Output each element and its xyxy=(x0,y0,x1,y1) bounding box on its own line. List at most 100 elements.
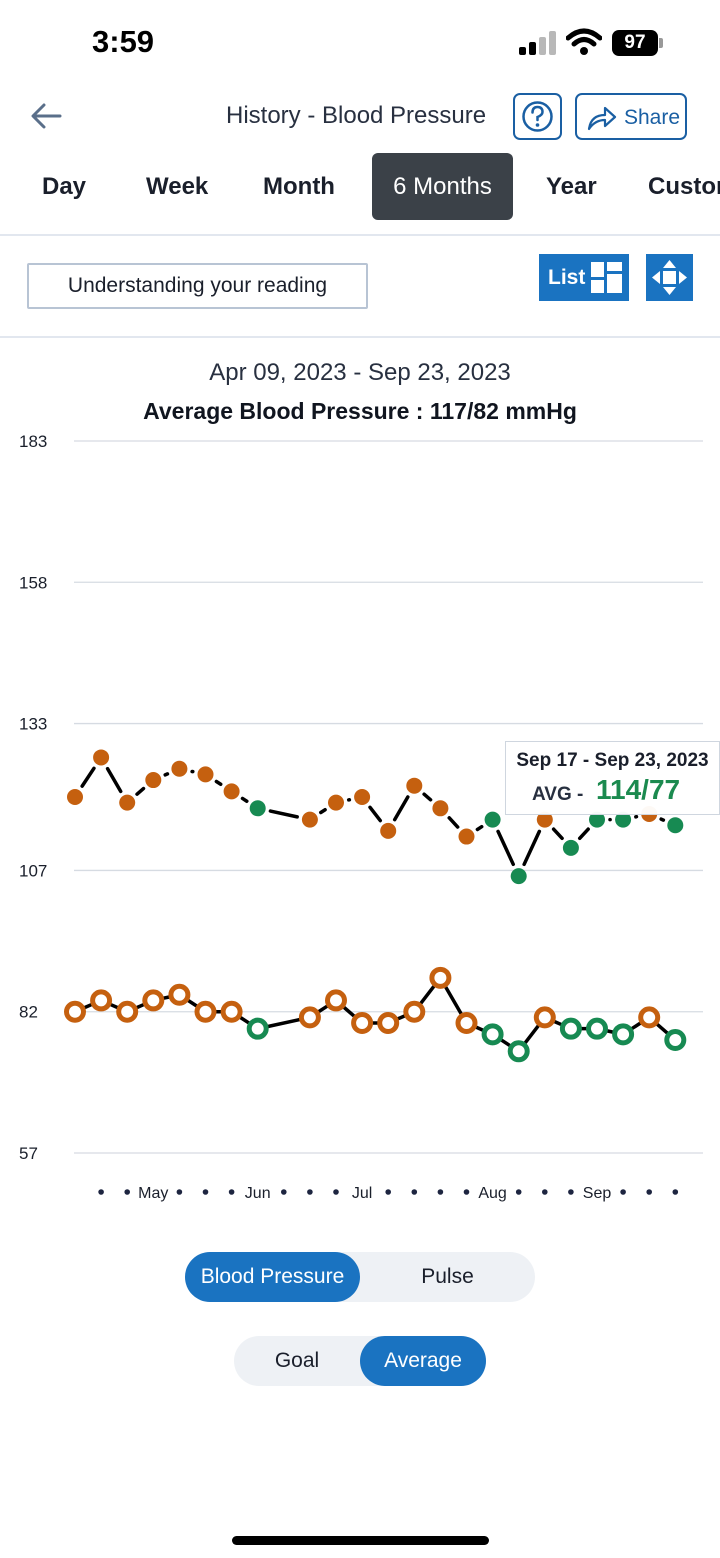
series-line-segment xyxy=(392,795,410,822)
series-line-segment xyxy=(135,1003,145,1010)
understanding-reading-button[interactable]: Understanding your reading xyxy=(27,263,368,309)
blood-pressure-option[interactable]: Blood Pressure xyxy=(185,1252,360,1302)
series-line-segment xyxy=(422,792,433,802)
series-line-segment xyxy=(83,1003,93,1010)
series-line-segment xyxy=(496,829,515,867)
x-tick-label: Jun xyxy=(245,1185,271,1202)
tooltip-value: 114/77 xyxy=(596,774,681,805)
y-tick-label: 133 xyxy=(19,715,47,734)
tooltip-date: Sep 17 - Sep 23, 2023 xyxy=(516,750,709,771)
help-button[interactable] xyxy=(513,93,562,140)
tooltip-avg-label: AVG - xyxy=(532,784,584,805)
goal-option[interactable]: Goal xyxy=(274,1349,320,1372)
series-line-segment xyxy=(523,1024,540,1045)
x-axis-dot xyxy=(515,1189,522,1195)
diastolic-point xyxy=(559,1017,582,1040)
systolic-point xyxy=(484,811,501,828)
series-line-segment xyxy=(522,829,542,867)
date-range: Apr 09, 2023 - Sep 23, 2023 xyxy=(209,359,511,386)
series-line-segment xyxy=(368,805,383,823)
tab-week[interactable]: Week xyxy=(146,173,209,200)
systolic-point xyxy=(249,800,266,817)
systolic-point xyxy=(145,772,162,789)
series-line-segment xyxy=(240,796,249,803)
systolic-point xyxy=(406,777,423,794)
diastolic-point xyxy=(90,989,113,1012)
x-axis-dot xyxy=(542,1189,548,1195)
series-line-segment xyxy=(214,779,223,787)
series-line-segment xyxy=(163,772,170,777)
systolic-point xyxy=(615,811,632,828)
systolic-point xyxy=(354,789,371,805)
x-axis-dot xyxy=(385,1189,392,1195)
diastolic-point xyxy=(220,1000,243,1023)
tab-day[interactable]: Day xyxy=(42,173,87,200)
battery-level: 97 xyxy=(612,30,658,56)
divider xyxy=(0,336,720,338)
chart-tooltip: Sep 17 - Sep 23, 2023 AVG - 114/77 xyxy=(505,741,720,815)
systolic-point xyxy=(536,811,553,828)
series-line-segment xyxy=(268,809,299,819)
diastolic-point xyxy=(351,1012,374,1035)
y-tick-label: 57 xyxy=(19,1144,38,1163)
blood-pressure-chart[interactable]: 183 158 133 107 82 57 May Jun Jul Aug Sep xyxy=(0,420,720,1220)
systolic-point xyxy=(589,811,605,828)
x-axis-dot xyxy=(333,1189,339,1195)
x-tick-label: Jul xyxy=(352,1185,372,1202)
systolic-point xyxy=(510,868,527,885)
share-button[interactable]: Share xyxy=(575,93,687,140)
x-axis-dot xyxy=(228,1189,235,1195)
x-axis-dot xyxy=(463,1189,470,1195)
metric-toggle: Blood Pressure Pulse xyxy=(185,1252,535,1302)
x-axis-dot xyxy=(281,1189,287,1195)
series-line-segment xyxy=(577,827,590,841)
systolic-point xyxy=(223,783,240,800)
tab-year[interactable]: Year xyxy=(546,173,597,200)
systolic-point xyxy=(432,800,449,817)
series-line-segment xyxy=(162,995,171,1000)
series-line-segment xyxy=(655,1022,669,1035)
diastolic-point xyxy=(481,1023,504,1046)
tab-6-months[interactable]: 6 Months xyxy=(372,153,513,220)
systolic-point xyxy=(301,811,318,828)
series-line-segment xyxy=(500,1038,512,1048)
share-icon xyxy=(587,106,617,131)
average-option[interactable]: Average xyxy=(360,1336,486,1386)
divider xyxy=(0,234,720,236)
x-axis-dot xyxy=(124,1189,130,1195)
series-line-segment xyxy=(80,766,96,788)
diastolic-point xyxy=(403,1000,426,1023)
diastolic-point xyxy=(455,1012,478,1035)
tab-month[interactable]: Month xyxy=(263,173,335,200)
diastolic-point xyxy=(664,1028,687,1051)
home-indicator xyxy=(232,1536,489,1545)
move-arrows-icon xyxy=(652,260,687,295)
list-view-button[interactable]: List xyxy=(539,254,629,301)
systolic-point xyxy=(328,794,344,811)
x-axis-dot xyxy=(672,1189,679,1195)
diastolic-point xyxy=(507,1040,530,1063)
y-tick-label: 107 xyxy=(19,861,47,880)
systolic-point xyxy=(380,822,397,839)
battery-icon: 97 xyxy=(612,30,663,56)
status-bar: 3:59 97 xyxy=(0,0,720,86)
series-line-segment xyxy=(396,1014,406,1021)
diastolic-point xyxy=(64,1000,86,1023)
series-line-segment xyxy=(105,766,123,794)
back-arrow-icon[interactable] xyxy=(26,98,66,134)
x-axis-dot xyxy=(437,1189,444,1195)
series-line-segment xyxy=(135,786,146,796)
systolic-point xyxy=(93,749,110,766)
diastolic-point xyxy=(586,1017,608,1040)
y-tick-label: 82 xyxy=(19,1003,38,1022)
diastolic-point xyxy=(377,1012,400,1035)
pulse-option[interactable]: Pulse xyxy=(421,1265,474,1288)
average-blood-pressure: Average Blood Pressure : 117/82 mmHg xyxy=(143,398,577,424)
x-axis-dot xyxy=(646,1189,652,1195)
fullscreen-button[interactable] xyxy=(646,254,693,301)
tab-custom[interactable]: Custom xyxy=(648,173,720,200)
period-tabs: Day Week Month 6 Months Year Custom xyxy=(0,152,720,222)
x-tick-label: May xyxy=(138,1185,168,1202)
x-axis-dot xyxy=(568,1189,574,1195)
x-tick-label: Aug xyxy=(478,1185,506,1202)
